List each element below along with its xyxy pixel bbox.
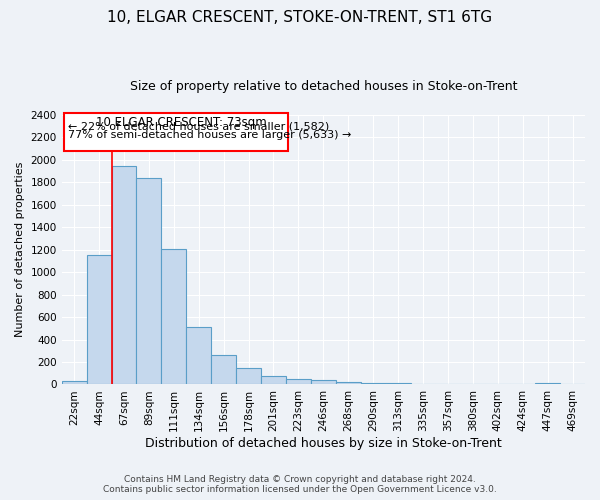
Title: Size of property relative to detached houses in Stoke-on-Trent: Size of property relative to detached ho… bbox=[130, 80, 517, 93]
Bar bbox=[361, 383, 386, 384]
Bar bbox=[311, 380, 336, 384]
Bar bbox=[236, 368, 261, 384]
Bar bbox=[211, 354, 236, 384]
Bar bbox=[86, 256, 112, 384]
Text: 77% of semi-detached houses are larger (5,633) →: 77% of semi-detached houses are larger (… bbox=[68, 130, 351, 140]
Bar bbox=[186, 327, 211, 384]
Bar bbox=[161, 248, 186, 384]
Bar bbox=[336, 382, 361, 384]
Y-axis label: Number of detached properties: Number of detached properties bbox=[15, 162, 25, 338]
Text: 10 ELGAR CRESCENT: 73sqm: 10 ELGAR CRESCENT: 73sqm bbox=[96, 116, 266, 129]
Bar bbox=[112, 166, 136, 384]
Text: Contains public sector information licensed under the Open Government Licence v3: Contains public sector information licen… bbox=[103, 485, 497, 494]
Text: Contains HM Land Registry data © Crown copyright and database right 2024.: Contains HM Land Registry data © Crown c… bbox=[124, 475, 476, 484]
Bar bbox=[136, 178, 161, 384]
Bar bbox=[535, 383, 560, 384]
FancyBboxPatch shape bbox=[64, 114, 289, 152]
X-axis label: Distribution of detached houses by size in Stoke-on-Trent: Distribution of detached houses by size … bbox=[145, 437, 502, 450]
Bar bbox=[261, 376, 286, 384]
Bar bbox=[62, 381, 86, 384]
Bar bbox=[286, 379, 311, 384]
Text: 10, ELGAR CRESCENT, STOKE-ON-TRENT, ST1 6TG: 10, ELGAR CRESCENT, STOKE-ON-TRENT, ST1 … bbox=[107, 10, 493, 25]
Text: ← 22% of detached houses are smaller (1,582): ← 22% of detached houses are smaller (1,… bbox=[68, 122, 329, 132]
